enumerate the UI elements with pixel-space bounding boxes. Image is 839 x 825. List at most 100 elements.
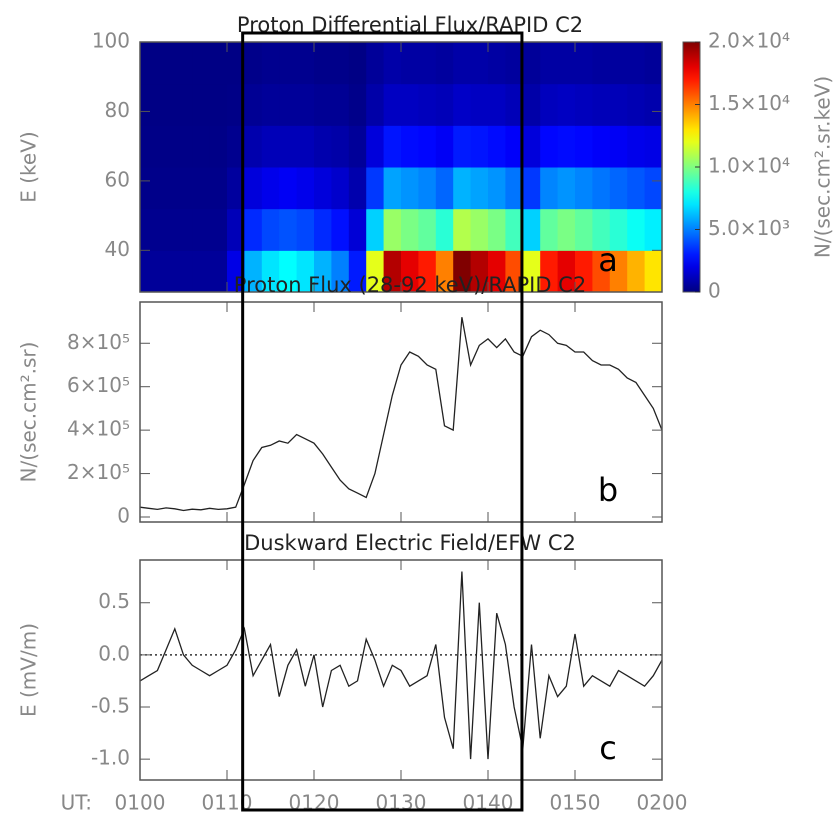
data-line bbox=[139, 317, 663, 512]
heat-cell bbox=[453, 83, 472, 126]
heat-cell bbox=[557, 125, 576, 168]
colorbar-tick-label: 0 bbox=[708, 279, 721, 303]
heat-cell bbox=[627, 250, 646, 293]
heat-cell bbox=[575, 125, 593, 168]
heat-cell bbox=[192, 83, 211, 126]
heat-cell bbox=[331, 250, 350, 293]
heat-cell bbox=[435, 125, 454, 168]
chart-title: Duskward Electric Field/EFW C2 bbox=[244, 531, 576, 555]
y-axis-label: N/(sec.cm².sr) bbox=[17, 342, 41, 483]
heat-cell bbox=[244, 83, 263, 126]
heat-cell bbox=[470, 208, 489, 251]
heat-cell bbox=[244, 167, 263, 210]
heat-cell bbox=[488, 167, 506, 210]
heat-cell bbox=[505, 83, 524, 126]
heat-cell bbox=[540, 125, 559, 168]
heat-cell bbox=[418, 42, 437, 85]
heat-cell bbox=[331, 167, 350, 210]
heat-cell bbox=[644, 83, 663, 126]
heat-cell bbox=[244, 42, 263, 85]
heat-cell bbox=[140, 167, 158, 210]
heat-cell bbox=[609, 125, 628, 168]
heat-cell bbox=[279, 250, 298, 293]
heat-cell bbox=[418, 125, 437, 168]
heat-cell bbox=[540, 167, 559, 210]
heat-cell bbox=[192, 167, 211, 210]
heat-cell bbox=[296, 250, 315, 293]
heat-cell bbox=[401, 208, 419, 251]
heat-cell bbox=[453, 208, 472, 251]
plot-frame bbox=[139, 301, 663, 523]
heat-cell bbox=[401, 250, 419, 293]
heat-cell bbox=[174, 125, 193, 168]
heat-cell bbox=[418, 83, 437, 126]
heat-cell bbox=[557, 208, 576, 251]
heat-cell bbox=[470, 167, 489, 210]
heat-cell bbox=[470, 42, 489, 85]
heat-cell bbox=[157, 208, 176, 251]
heat-cell bbox=[522, 167, 541, 210]
heat-cell bbox=[644, 125, 663, 168]
heat-cell bbox=[540, 250, 559, 293]
heat-cell bbox=[174, 208, 193, 251]
heat-cell bbox=[627, 208, 646, 251]
heat-cell bbox=[383, 42, 402, 85]
x-tick-label: 0200 bbox=[637, 791, 688, 815]
heat-cell bbox=[522, 208, 541, 251]
heat-cell bbox=[644, 250, 663, 293]
colorbar-tick-label: 2.0×10⁴ bbox=[708, 29, 790, 53]
y-tick-label: 60 bbox=[105, 167, 130, 191]
heat-cell bbox=[157, 83, 176, 126]
heat-cell bbox=[609, 208, 628, 251]
heat-cell bbox=[644, 42, 663, 85]
heat-cell bbox=[174, 83, 193, 126]
heat-cell bbox=[192, 42, 211, 85]
heat-cell bbox=[209, 208, 228, 251]
heat-cell bbox=[453, 167, 472, 210]
heat-cell bbox=[209, 250, 228, 293]
heat-cell bbox=[522, 83, 541, 126]
heat-cell bbox=[592, 250, 611, 293]
heat-cell bbox=[331, 42, 350, 85]
heat-cell bbox=[209, 167, 228, 210]
highlight-box bbox=[241, 31, 524, 812]
heat-cell bbox=[557, 167, 576, 210]
heat-cell bbox=[296, 42, 315, 85]
heat-cell bbox=[505, 42, 524, 85]
heat-cell bbox=[575, 167, 593, 210]
heat-cell bbox=[592, 42, 611, 85]
heat-cell bbox=[418, 250, 437, 293]
heat-cell bbox=[296, 83, 315, 126]
heat-cell bbox=[279, 83, 298, 126]
heat-cell bbox=[140, 125, 158, 168]
heat-cell bbox=[279, 167, 298, 210]
heat-cell bbox=[540, 208, 559, 251]
heat-cell bbox=[609, 42, 628, 85]
heat-cell bbox=[592, 125, 611, 168]
heat-cell bbox=[261, 167, 280, 210]
colorbar-tick-label: 1.0×10⁴ bbox=[708, 154, 790, 178]
heat-cell bbox=[140, 42, 158, 85]
heat-cell bbox=[435, 167, 454, 210]
y-tick-label: 4×10⁵ bbox=[67, 417, 130, 441]
heat-cell bbox=[488, 125, 506, 168]
heat-cell bbox=[540, 83, 559, 126]
heat-cell bbox=[279, 208, 298, 251]
heat-cell bbox=[279, 42, 298, 85]
heat-cell bbox=[348, 42, 367, 85]
heat-cell bbox=[401, 42, 419, 85]
colorbar-tick-label: 1.5×10⁴ bbox=[708, 91, 790, 115]
heat-cell bbox=[575, 208, 593, 251]
heat-cell bbox=[157, 250, 176, 293]
heat-cell bbox=[488, 83, 506, 126]
heat-cell bbox=[592, 83, 611, 126]
y-tick-label: 0.0 bbox=[98, 641, 130, 665]
y-tick-label: 40 bbox=[105, 237, 130, 261]
y-tick-label: 6×10⁵ bbox=[67, 373, 130, 397]
heat-cell bbox=[418, 208, 437, 251]
heat-cell bbox=[453, 250, 472, 293]
heat-cell bbox=[314, 125, 332, 168]
heat-cell bbox=[383, 250, 402, 293]
heat-cell bbox=[470, 250, 489, 293]
